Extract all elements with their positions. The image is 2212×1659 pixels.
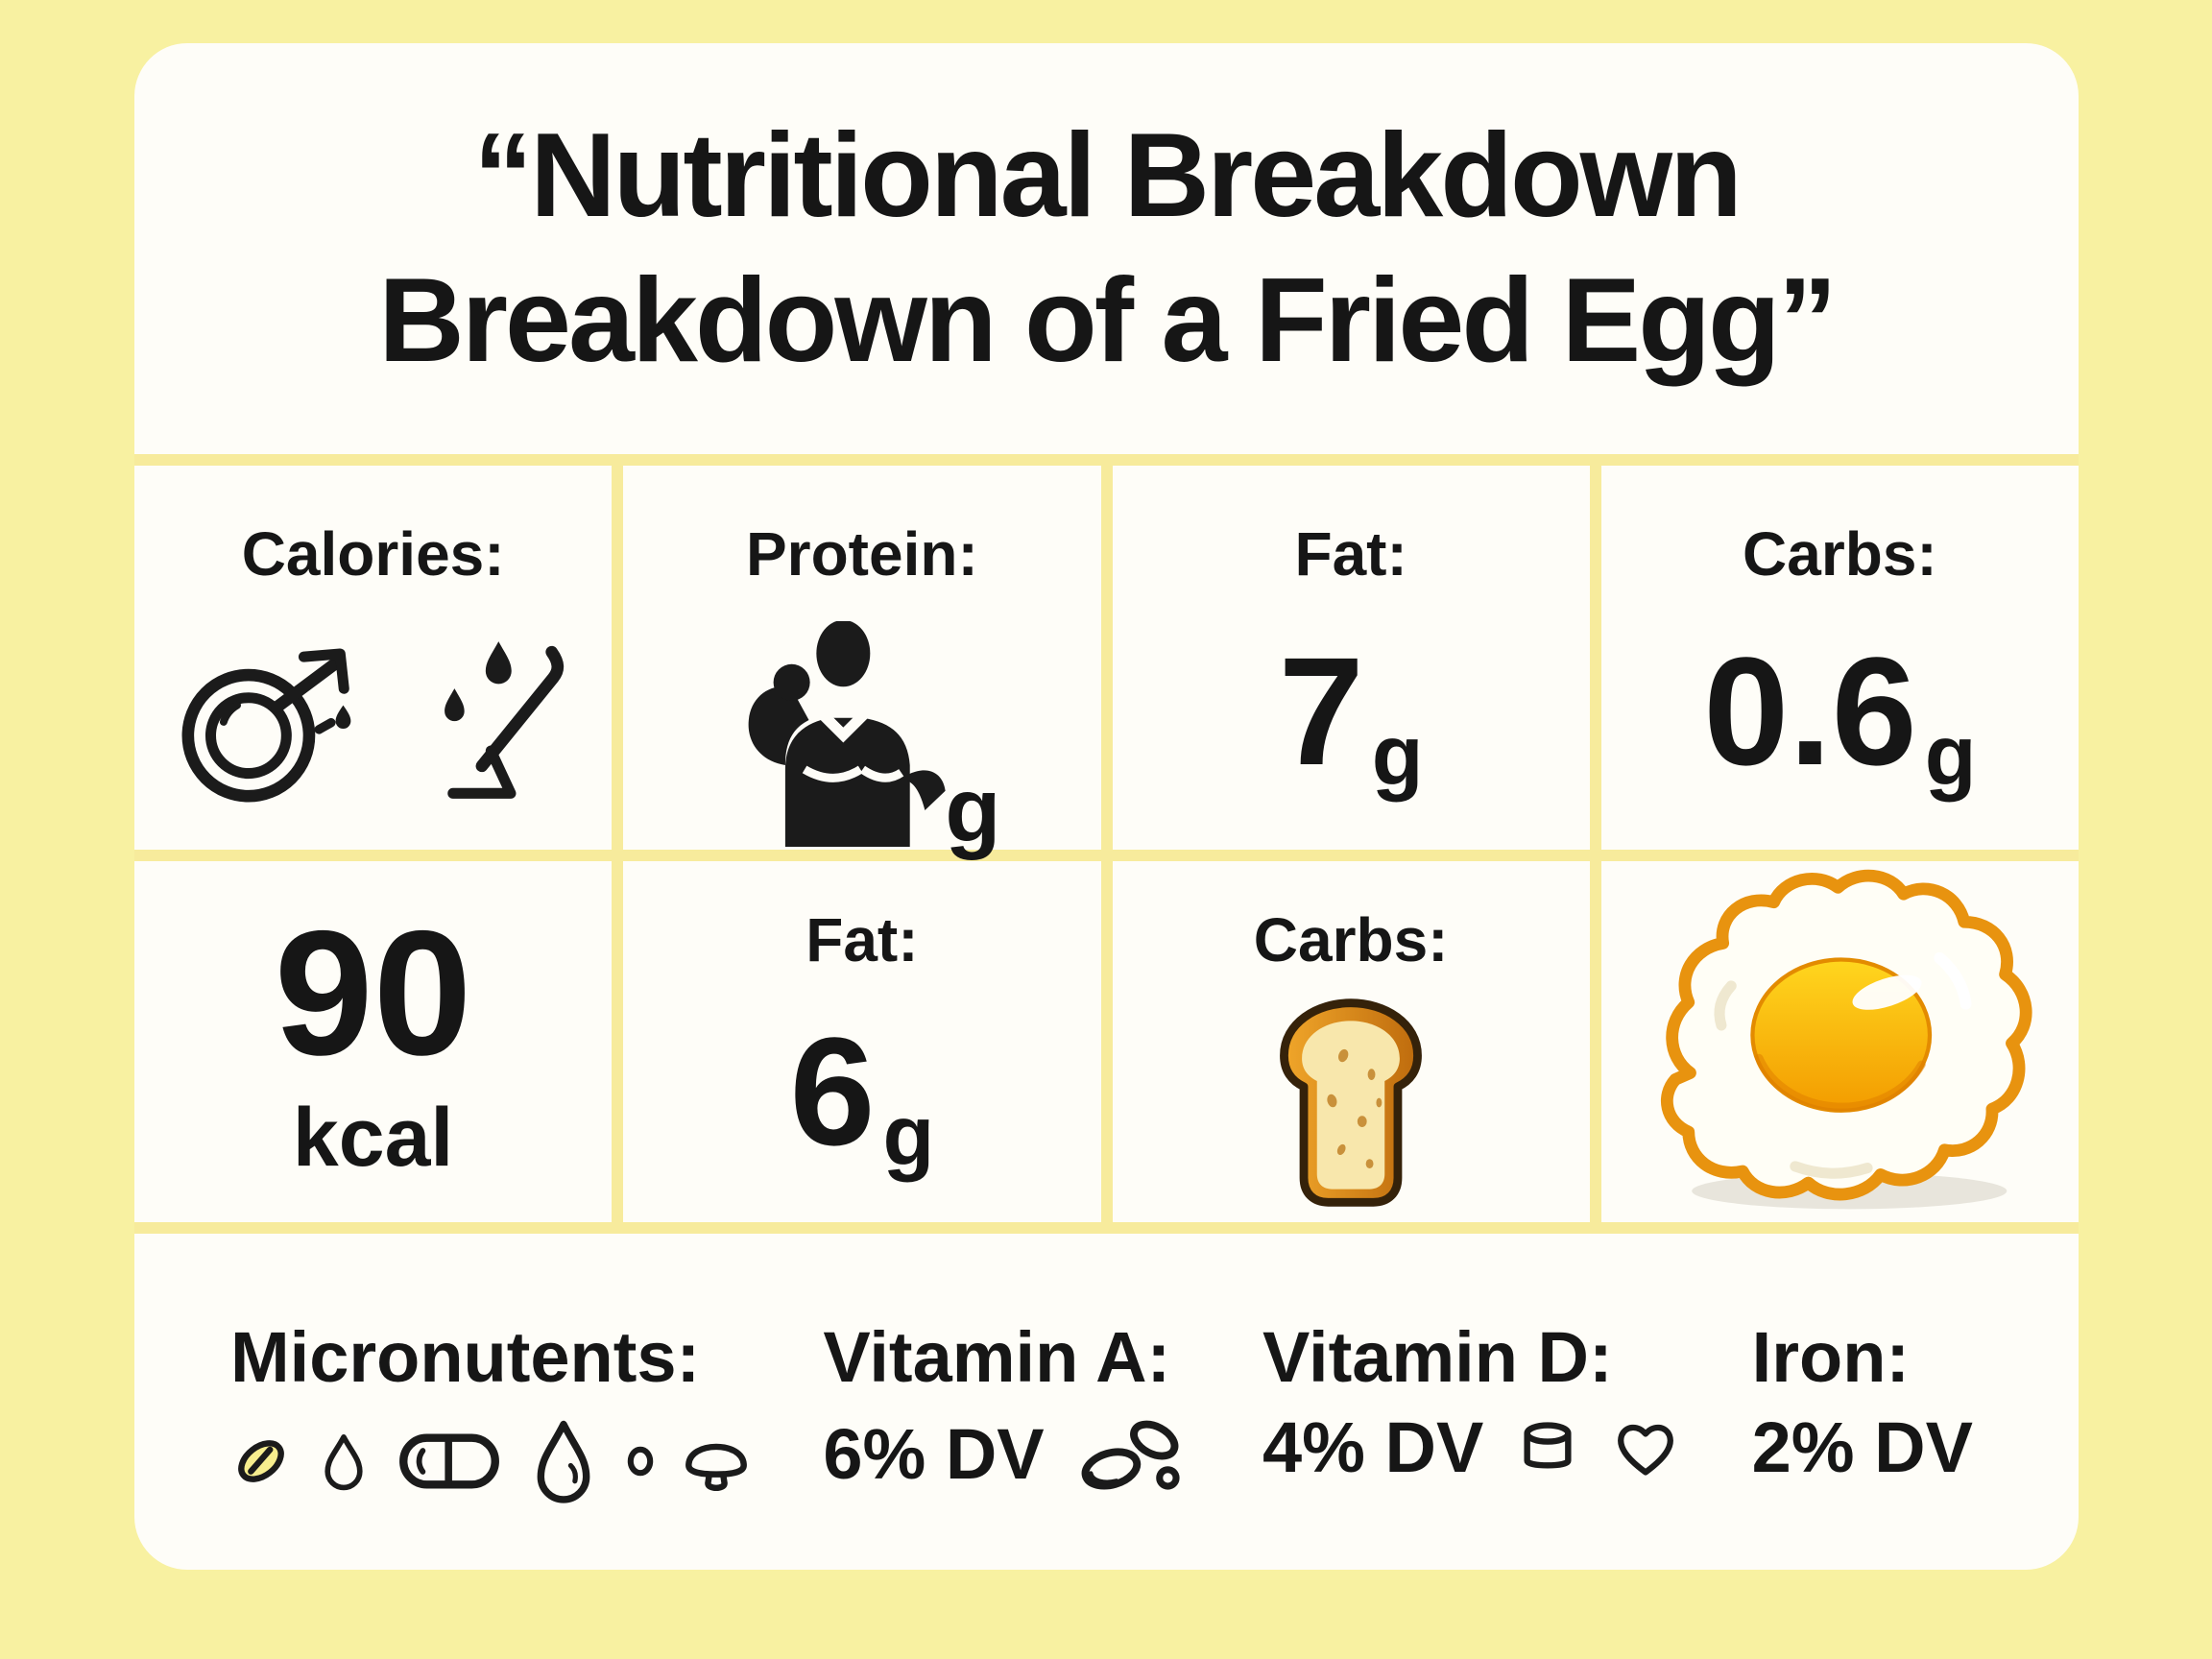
calories-label: Calories: bbox=[241, 519, 505, 589]
infographic-card: “Nutritional Breakdown Breakdown of a Fr… bbox=[134, 43, 2079, 1570]
fat-top-unit: g bbox=[1371, 708, 1424, 803]
carbs-top-label: Carbs: bbox=[1743, 519, 1937, 589]
water-drops-icon bbox=[445, 641, 565, 799]
micronutrients-band: Micronutents: bbox=[134, 1234, 2079, 1570]
title-block: “Nutritional Breakdown Breakdown of a Fr… bbox=[134, 43, 2079, 454]
fried-egg-icon bbox=[1661, 869, 2032, 1210]
vitamin-d-value: 4% DV bbox=[1262, 1407, 1484, 1487]
carbs-top-cell: Carbs: 0.6 g bbox=[1600, 466, 2079, 850]
iron-value: 2% DV bbox=[1751, 1407, 1973, 1487]
protein-label: Protein: bbox=[745, 519, 978, 589]
seed-icon bbox=[238, 1440, 284, 1482]
carbs-top-value-row: 0.6 g bbox=[1703, 625, 1976, 798]
vitamin-d-group: Vitamin D: 4% DV bbox=[1262, 1322, 1679, 1483]
vitamin-d-value-row: 4% DV bbox=[1262, 1412, 1679, 1483]
mushroom-icon bbox=[685, 1443, 747, 1492]
fat-bottom-value-row: 6 g bbox=[789, 1005, 935, 1178]
fat-bottom-cell: Fat: 6 g bbox=[623, 861, 1101, 1222]
jar-icon bbox=[1524, 1422, 1572, 1469]
carbs-top-unit: g bbox=[1924, 708, 1977, 803]
drop-icon bbox=[537, 1420, 590, 1503]
fat-top-value-row: 7 g bbox=[1278, 625, 1424, 798]
calories-unit: kcal bbox=[292, 1091, 454, 1184]
micronutrients-icons bbox=[230, 1418, 751, 1504]
dot-icon bbox=[627, 1446, 654, 1477]
vitamin-a-value: 6% DV bbox=[823, 1414, 1045, 1494]
vitamin-d-label: Vitamin D: bbox=[1262, 1317, 1613, 1397]
iron-label: Iron: bbox=[1751, 1317, 1911, 1397]
micronutrients-group: Micronutents: bbox=[230, 1322, 751, 1504]
page-title-line-2: Breakdown of a Fried Egg” bbox=[378, 254, 1838, 387]
calories-value: 90 bbox=[274, 894, 472, 1093]
calories-icons bbox=[177, 631, 569, 805]
vitamin-a-group: Vitamin A: 6% DV bbox=[823, 1322, 1190, 1497]
carbs-bottom-cell: Carbs: bbox=[1112, 861, 1590, 1222]
energy-cell: 90 kcal bbox=[134, 861, 613, 1222]
protein-value: g bbox=[723, 621, 1000, 856]
egg-cell bbox=[1600, 861, 2079, 1222]
muscle-icon bbox=[748, 621, 947, 847]
pills-icon bbox=[1081, 1420, 1180, 1490]
capsule-icon bbox=[399, 1433, 499, 1489]
protein-unit: g bbox=[945, 759, 1001, 861]
fat-bottom-value: 6 bbox=[789, 1005, 876, 1177]
fat-top-value: 7 bbox=[1278, 625, 1364, 797]
vitamin-a-label: Vitamin A: bbox=[823, 1317, 1171, 1397]
heart-icon bbox=[1618, 1424, 1674, 1476]
bread-icon bbox=[1280, 998, 1423, 1207]
fat-bottom-label: Fat: bbox=[805, 905, 919, 974]
protein-cell: Protein: g bbox=[623, 466, 1101, 856]
calories-cell: Calories: bbox=[134, 466, 613, 850]
fat-top-label: Fat: bbox=[1294, 519, 1407, 589]
pan-arrow-icon bbox=[181, 648, 351, 803]
carbs-bottom-label: Carbs: bbox=[1253, 905, 1449, 974]
iron-group: Iron: 2% DV bbox=[1752, 1322, 1973, 1483]
carbs-top-value: 0.6 bbox=[1703, 625, 1917, 797]
droplet-icon bbox=[325, 1434, 363, 1491]
vitamin-a-value-row: 6% DV bbox=[823, 1412, 1190, 1497]
fat-top-cell: Fat: 7 g bbox=[1112, 466, 1590, 850]
micronutrients-label: Micronutents: bbox=[230, 1317, 701, 1397]
iron-value-row: 2% DV bbox=[1752, 1412, 1973, 1483]
page-title-line-1: “Nutritional Breakdown bbox=[473, 108, 1743, 242]
fat-bottom-unit: g bbox=[882, 1088, 935, 1183]
